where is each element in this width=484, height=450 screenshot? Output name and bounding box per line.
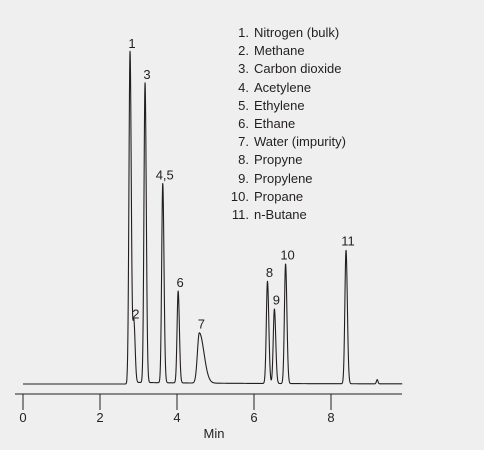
x-axis-label: Min: [203, 426, 225, 441]
peak-label: 7: [198, 317, 205, 332]
legend-item: 1. Nitrogen (bulk): [227, 24, 346, 42]
legend-item: 9. Propylene: [227, 170, 346, 188]
x-tick-label: 2: [96, 410, 103, 425]
legend-item: 8. Propyne: [227, 151, 346, 169]
legend-number: 3.: [238, 61, 249, 77]
legend-number: 4.: [238, 79, 249, 95]
legend-number: 10.: [230, 188, 249, 204]
legend-compound-name: Ethane: [254, 116, 296, 132]
peak-label: 10: [280, 247, 294, 262]
legend-number: 5.: [238, 97, 249, 113]
peak-label: 3: [143, 67, 150, 82]
legend-compound-name: Ethylene: [254, 97, 305, 113]
legend-number: 2.: [238, 43, 249, 59]
legend-number: 11.: [231, 207, 249, 223]
peak-label: 4,5: [156, 168, 174, 183]
legend-compound-name: Propylene: [254, 170, 313, 186]
x-tick-label: 0: [19, 410, 26, 425]
legend-item: 6. Ethane: [227, 115, 346, 133]
x-tick-label: 8: [327, 410, 334, 425]
peak-labels: 1 2 3 4,5 6 7 89 10 11: [128, 36, 354, 332]
compound-legend: 1. Nitrogen (bulk) 2. Methane 3. Carbon dioxi…: [227, 24, 346, 224]
legend-number: 8.: [238, 152, 249, 168]
peak-label: 8: [266, 265, 273, 280]
x-axis: 0 2 4 6 8: [15, 393, 402, 425]
legend-number: 7.: [238, 134, 249, 150]
peak-label: 9: [273, 292, 280, 307]
legend-compound-name: Nitrogen (bulk): [254, 25, 340, 40]
x-tick-label: 4: [173, 410, 180, 425]
peak-label: 2: [132, 306, 139, 321]
peak-label: 6: [177, 275, 184, 290]
legend-compound-name: Water (impurity): [254, 134, 346, 150]
legend-number: 6.: [238, 116, 249, 132]
legend-item: 10. Propane: [227, 188, 346, 206]
legend-compound-name: Carbon dioxide: [254, 61, 342, 77]
legend-item: 5. Ethylene: [227, 97, 346, 115]
legend-compound-name: Propane: [254, 188, 304, 204]
legend-item: 3. Carbon dioxide: [227, 60, 346, 78]
legend-compound-name: n-Butane: [254, 207, 307, 223]
x-tick-label: 6: [250, 410, 257, 425]
legend-item: 2. Methane: [227, 42, 346, 60]
legend-compound-name: Acetylene: [254, 79, 312, 95]
legend-item: 7. Water (impurity): [227, 133, 346, 151]
peak-label: 1: [128, 36, 135, 51]
chromatogram-trace: [22, 50, 403, 385]
peak-label: 11: [341, 234, 355, 249]
legend-number: 9.: [238, 170, 249, 186]
legend-compound-name: Propyne: [254, 152, 303, 168]
legend-compound-name: Methane: [254, 43, 305, 59]
legend-item: 4. Acetylene: [227, 79, 346, 97]
legend-number: 1.: [238, 25, 249, 40]
legend-item: 11. n-Butane: [227, 206, 346, 224]
